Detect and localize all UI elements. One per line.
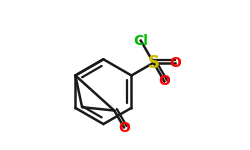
Text: O: O <box>158 74 170 88</box>
Text: S: S <box>148 54 160 72</box>
Text: Cl: Cl <box>133 34 148 48</box>
Text: O: O <box>169 56 181 70</box>
Text: O: O <box>118 121 130 135</box>
